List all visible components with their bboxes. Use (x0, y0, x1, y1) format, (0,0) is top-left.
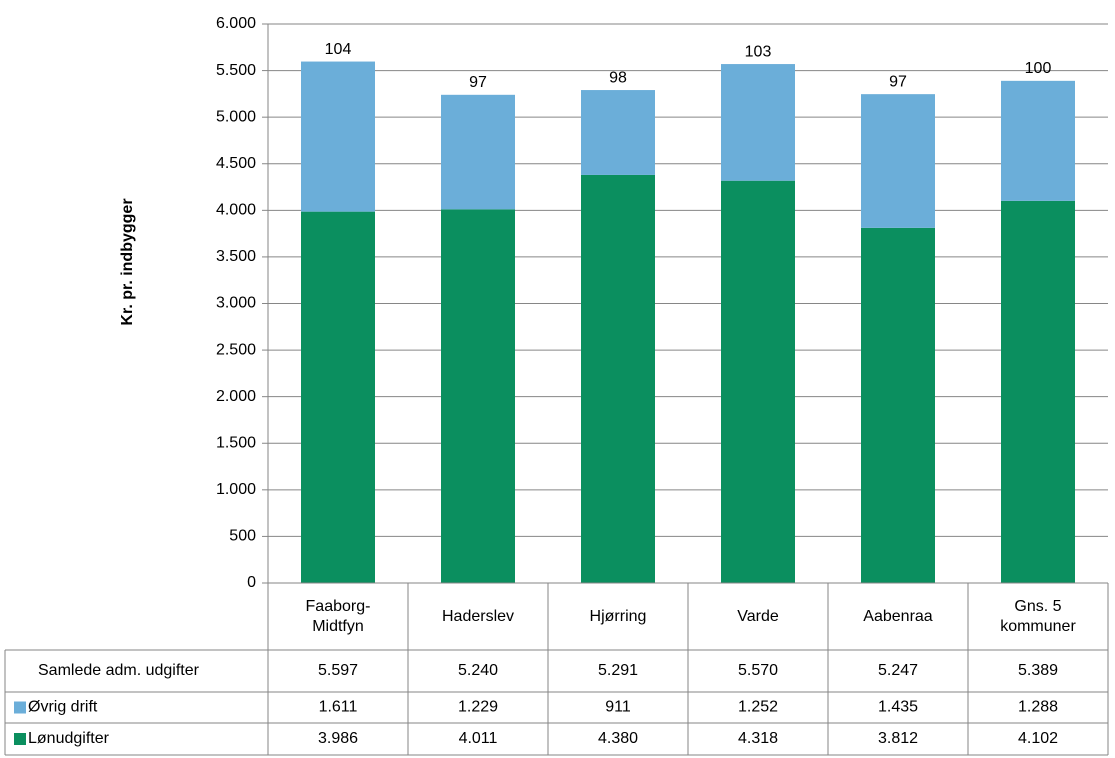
bar-top-label: 98 (609, 69, 627, 86)
x-tick-label: Varde (737, 607, 779, 625)
table-value: 5.570 (738, 662, 778, 679)
bar-segment (301, 211, 375, 583)
y-tick-label: 4.000 (216, 202, 256, 219)
bar-top-label: 97 (469, 74, 487, 91)
y-tick-label: 6.000 (216, 15, 256, 32)
bar-segment (441, 209, 515, 583)
bar-segment (861, 227, 935, 583)
bar-top-label: 103 (745, 43, 772, 60)
legend-key (14, 733, 26, 745)
table-value: 1.611 (319, 699, 358, 716)
table-value: 4.011 (459, 730, 498, 747)
x-tick-label: Faaborg- Midtfyn (305, 597, 371, 635)
y-tick-label: 0 (247, 574, 256, 591)
table-value: 4.318 (738, 730, 778, 747)
table-value: 4.380 (598, 730, 638, 747)
table-value: 3.812 (878, 730, 918, 747)
y-tick-label: 1.000 (216, 481, 256, 498)
bar-top-label: 100 (1025, 60, 1052, 77)
y-tick-label: 3.500 (216, 248, 256, 265)
table-value: 1.252 (738, 699, 778, 716)
y-tick-label: 5.500 (216, 62, 256, 79)
y-tick-label: 4.500 (216, 155, 256, 172)
y-tick-label: 1.500 (216, 434, 256, 451)
bar-segment (1001, 80, 1075, 201)
table-value: 5.247 (878, 662, 918, 679)
y-tick-label: 3.000 (216, 295, 256, 312)
table-value: 911 (605, 699, 631, 716)
table-value: 5.291 (598, 662, 638, 679)
x-tick-label: Aabenraa (863, 607, 933, 625)
legend-key (14, 701, 26, 714)
row-label: Lønudgifter (28, 730, 110, 747)
table-value: 5.389 (1018, 662, 1058, 679)
bar-top-label: 97 (889, 73, 907, 90)
bar-segment (1001, 200, 1075, 584)
bar-segment (301, 61, 375, 212)
x-tick-label: Gns. 5 kommuner (1000, 597, 1076, 635)
row-label: Samlede adm. udgifter (38, 662, 200, 679)
row-label: Øvrig drift (28, 699, 98, 716)
bar-segment (581, 174, 655, 583)
y-tick-label: 500 (229, 528, 256, 545)
x-tick-label: Hjørring (589, 607, 647, 625)
bar-segment (861, 94, 935, 228)
table-value: 1.435 (878, 699, 918, 716)
bar-segment (581, 90, 655, 175)
table-value: 4.102 (1018, 730, 1058, 747)
x-tick-label: Haderslev (441, 607, 515, 625)
y-tick-label: 5.000 (216, 108, 256, 125)
y-tick-label: 2.500 (216, 341, 256, 358)
bar-segment (721, 180, 795, 583)
bar-segment (721, 64, 795, 181)
table-value: 1.229 (458, 699, 498, 716)
y-tick-label: 2.000 (216, 388, 256, 405)
table-value: 3.986 (318, 730, 358, 747)
bar-segment (441, 94, 515, 210)
bar-top-label: 104 (325, 41, 352, 58)
table-value: 5.597 (318, 662, 358, 679)
y-axis-label: Kr. pr. indbygger (119, 198, 136, 325)
table-value: 1.288 (1018, 699, 1058, 716)
table-value: 5.240 (458, 662, 498, 679)
